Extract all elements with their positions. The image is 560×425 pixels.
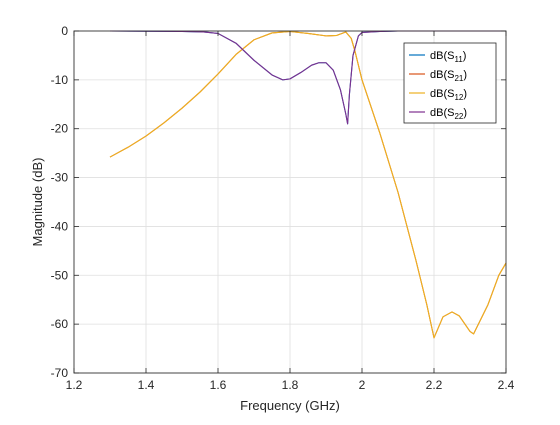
legend-label: dB(S22): [430, 107, 467, 121]
y-tick-label: -70: [51, 366, 69, 380]
series-line-s12: [109, 30, 507, 339]
x-tick-label: 1.6: [210, 378, 227, 392]
x-tick-label: 2.4: [498, 378, 515, 392]
axis-ticks: [73, 30, 507, 374]
y-tick-labels: 0 -10 -20 -30 -40 -50 -60 -70: [51, 24, 69, 380]
legend-item: dB(S11): [409, 50, 466, 64]
x-axis-label: Frequency (GHz): [240, 398, 340, 413]
x-tick-label: 2: [359, 378, 366, 392]
legend-label: dB(S11): [430, 50, 466, 64]
y-tick-label: -10: [51, 73, 69, 87]
legend: dB(S11) dB(S21) dB(S12) dB(S22): [403, 42, 497, 124]
legend-box: [403, 42, 497, 124]
x-tick-label: 1.8: [282, 378, 299, 392]
y-tick-label: -40: [51, 219, 69, 233]
y-tick-label: -50: [51, 268, 69, 282]
legend-label: dB(S21): [430, 69, 467, 83]
series-line-s22: [109, 30, 506, 125]
x-tick-labels: 1.2 1.4 1.6 1.8 2 2.2 2.4: [66, 378, 515, 392]
y-axis-label: Magnitude (dB): [30, 158, 45, 247]
series-lines: [109, 30, 507, 339]
legend-item: dB(S22): [409, 107, 467, 121]
y-tick-label: -20: [51, 122, 69, 136]
x-tick-label: 2.2: [426, 378, 443, 392]
legend-item: dB(S21): [409, 69, 467, 83]
y-tick-label: -60: [51, 317, 69, 331]
x-tick-label: 1.4: [138, 378, 155, 392]
y-tick-label: 0: [61, 24, 68, 38]
x-tick-label: 1.2: [66, 378, 83, 392]
legend-item: dB(S12): [409, 88, 467, 102]
y-tick-label: -30: [51, 171, 69, 185]
legend-label: dB(S12): [430, 88, 467, 102]
